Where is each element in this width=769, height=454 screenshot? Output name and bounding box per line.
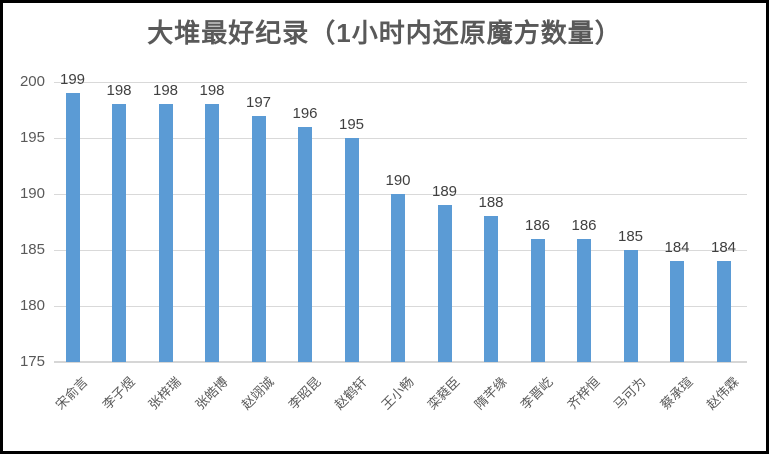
bar bbox=[530, 238, 545, 362]
bar bbox=[251, 115, 266, 362]
bar-value-label: 188 bbox=[478, 194, 504, 212]
bar bbox=[158, 104, 173, 362]
bar bbox=[484, 216, 498, 362]
gridline bbox=[54, 138, 747, 139]
y-axis-tick-label: 175 bbox=[19, 353, 45, 370]
x-axis-category-label: 李子煜 bbox=[99, 374, 138, 413]
x-axis-category-label: 齐梓恒 bbox=[564, 374, 603, 413]
bar-value-label: 196 bbox=[292, 104, 318, 122]
bar-value-label: 186 bbox=[524, 216, 551, 234]
y-axis-tick-label: 185 bbox=[19, 241, 45, 258]
bar-value-label: 184 bbox=[710, 239, 737, 257]
bar bbox=[577, 238, 591, 362]
chart-title: 大堆最好纪录（1小时内还原魔方数量） bbox=[147, 18, 622, 48]
bar-value-label: 197 bbox=[245, 93, 272, 111]
y-axis-tick-label: 190 bbox=[19, 185, 45, 202]
bar bbox=[623, 250, 638, 362]
bar-value-label: 190 bbox=[385, 172, 411, 189]
bar bbox=[344, 138, 359, 362]
bar bbox=[298, 126, 312, 362]
bar bbox=[112, 104, 126, 362]
y-axis-tick-label: 180 bbox=[19, 297, 45, 314]
x-axis-category-label: 赵鹤轩 bbox=[332, 374, 371, 413]
bar bbox=[670, 261, 684, 362]
x-axis-category-label: 李晋屹 bbox=[518, 374, 557, 413]
bar-value-label: 184 bbox=[664, 239, 690, 257]
bar bbox=[437, 205, 452, 362]
x-axis-line bbox=[54, 361, 747, 363]
x-axis-category-label: 蔡承瑄 bbox=[657, 374, 696, 413]
bar-value-label: 198 bbox=[106, 82, 132, 100]
x-axis-category-label: 王小畅 bbox=[378, 374, 417, 413]
bar-value-label: 198 bbox=[152, 82, 179, 100]
y-axis-tick-label: 195 bbox=[19, 129, 45, 146]
bar-value-label: 185 bbox=[617, 228, 644, 245]
bar-value-label: 189 bbox=[431, 183, 458, 201]
y-axis-tick-label: 200 bbox=[19, 73, 45, 90]
x-axis-category-label: 赵伟霖 bbox=[704, 374, 743, 413]
x-axis-category-label: 马可为 bbox=[611, 374, 650, 413]
bar-value-label: 199 bbox=[59, 71, 86, 89]
bar bbox=[716, 261, 731, 362]
x-axis-category-label: 李昭昆 bbox=[285, 374, 324, 413]
x-axis-category-label: 栾蕤臣 bbox=[425, 374, 464, 413]
bar bbox=[65, 93, 80, 362]
x-axis-category-label: 张梓瑞 bbox=[146, 374, 185, 413]
x-axis-category-label: 宋俞言 bbox=[53, 374, 92, 413]
gridline bbox=[54, 82, 747, 83]
bar-value-label: 186 bbox=[571, 216, 597, 234]
x-axis-category-label: 隋芊缘 bbox=[471, 374, 510, 413]
x-axis-category-label: 张皓博 bbox=[192, 374, 231, 413]
bar-value-label: 198 bbox=[199, 82, 225, 100]
bar-value-label: 195 bbox=[338, 116, 365, 133]
bar bbox=[205, 104, 219, 362]
x-axis-category-label: 赵翊诚 bbox=[239, 374, 278, 413]
bar bbox=[391, 194, 405, 362]
